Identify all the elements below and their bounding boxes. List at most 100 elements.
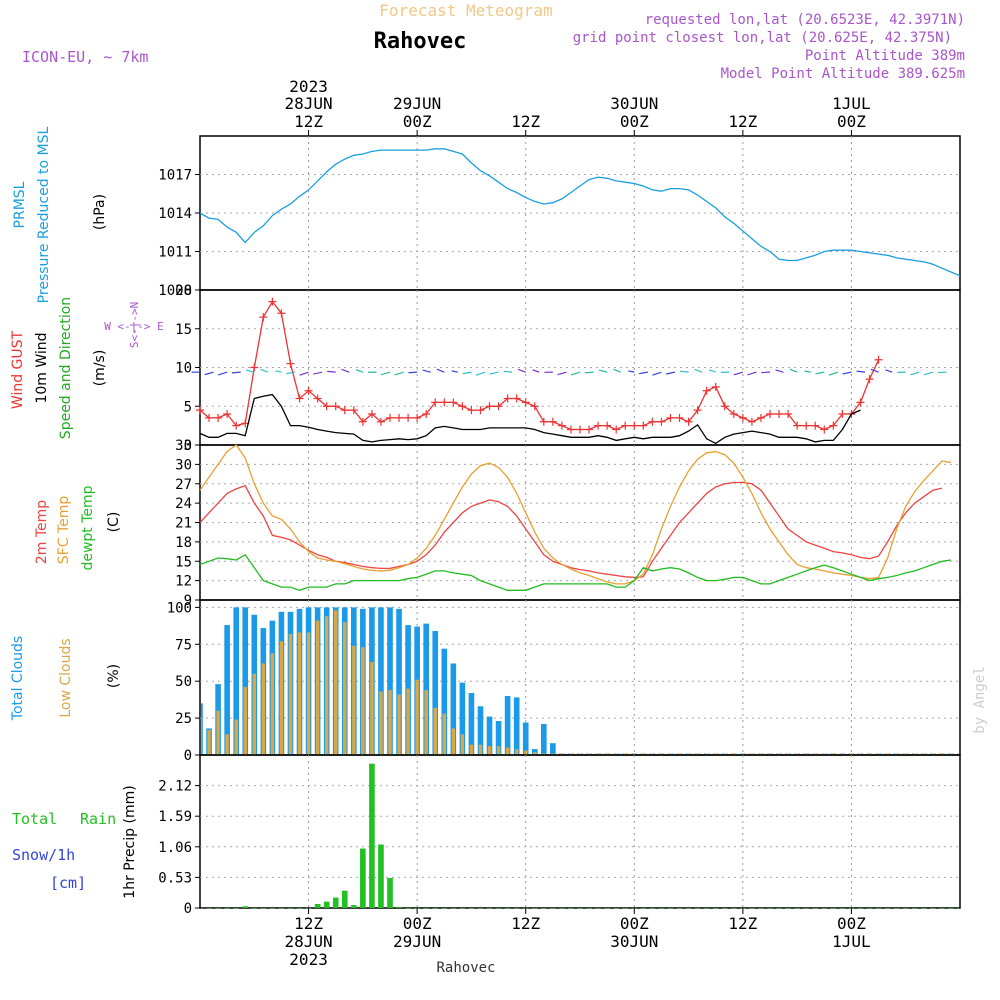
pressure-labels: PRMSL Pressure Reduced to MSL (hPa) bbox=[12, 126, 108, 303]
bar-0 bbox=[287, 908, 294, 909]
bar-0 bbox=[378, 607, 384, 755]
wind-arrow bbox=[665, 371, 676, 375]
bar-0 bbox=[206, 908, 212, 909]
wind-arrow bbox=[327, 370, 336, 373]
bottom-hour-label: 12Z bbox=[728, 914, 757, 933]
bar-1 bbox=[288, 633, 293, 755]
series-line-1 bbox=[199, 393, 861, 445]
y-tick-label: 21 bbox=[175, 516, 192, 532]
bar-0 bbox=[332, 897, 339, 908]
bar-1 bbox=[424, 690, 428, 755]
gust-marker bbox=[829, 421, 838, 430]
bar-0 bbox=[667, 908, 674, 909]
bottom-date-label: 28JUN bbox=[284, 932, 332, 951]
bar-0 bbox=[712, 908, 719, 909]
wind-arrow bbox=[708, 369, 716, 373]
y-tick-label: 30 bbox=[175, 457, 192, 473]
top-date-label: 30JUN bbox=[610, 94, 658, 113]
gust-marker bbox=[223, 410, 232, 418]
wind-arrow bbox=[815, 371, 825, 375]
bar-1 bbox=[252, 673, 257, 755]
gust-marker bbox=[367, 410, 376, 418]
bar-0 bbox=[296, 908, 303, 909]
gridpoint-coords: grid point closest lon,lat (20.625E, 42.… bbox=[573, 30, 952, 46]
gust-marker bbox=[738, 413, 747, 422]
bar-0 bbox=[821, 908, 828, 909]
compass-vertical: S<-|->N bbox=[128, 302, 141, 348]
bar-0 bbox=[260, 908, 267, 909]
bar-0 bbox=[201, 908, 203, 909]
gust-marker bbox=[250, 363, 259, 372]
bar-0 bbox=[513, 908, 520, 909]
bar-0 bbox=[559, 908, 565, 909]
bar-0 bbox=[812, 908, 819, 909]
gust-marker bbox=[729, 410, 738, 418]
gust-marker bbox=[521, 398, 530, 407]
bar-1 bbox=[234, 719, 238, 755]
gust-marker bbox=[494, 402, 503, 411]
series-line-0 bbox=[199, 300, 880, 431]
y-tick-label: 0 bbox=[184, 438, 192, 454]
wind-arrow bbox=[694, 368, 703, 373]
gust-marker bbox=[747, 417, 756, 426]
gust-marker bbox=[820, 425, 829, 434]
y-tick-label: 33 bbox=[175, 438, 192, 454]
wind-arrow bbox=[652, 371, 662, 376]
precip-axis-label: 1hr Precip (mm) bbox=[122, 785, 138, 898]
series-line-0 bbox=[199, 148, 961, 277]
bar-0 bbox=[939, 908, 945, 909]
bar-0 bbox=[884, 908, 891, 909]
wind-arrow bbox=[355, 369, 364, 373]
bar-1 bbox=[496, 746, 501, 755]
bar-0 bbox=[233, 908, 239, 909]
bar-0 bbox=[224, 625, 230, 755]
wind-speed-dir-label: Speed and Direction bbox=[58, 297, 74, 439]
bar-0 bbox=[269, 908, 276, 909]
bar-0 bbox=[251, 908, 258, 909]
wind-arrow bbox=[422, 369, 431, 373]
bar-0 bbox=[957, 908, 959, 909]
bar-0 bbox=[767, 908, 773, 909]
location-title: Rahovec bbox=[374, 29, 467, 54]
panel-0: 1008 1011 1014 1017 bbox=[158, 135, 961, 299]
gust-marker bbox=[566, 425, 575, 434]
wind-arrow bbox=[532, 369, 540, 373]
y-tick-label: 0 bbox=[184, 901, 192, 917]
bar-0 bbox=[794, 908, 800, 909]
bar-0 bbox=[360, 848, 366, 908]
top-date-label: 1JUL bbox=[832, 94, 871, 113]
wind-arrow bbox=[313, 371, 323, 375]
y-tick-label: 5 bbox=[184, 399, 192, 415]
bar-0 bbox=[658, 908, 665, 909]
top-year-label: 2023 bbox=[289, 77, 328, 96]
wind-arrow bbox=[475, 371, 486, 376]
bar-0 bbox=[387, 607, 393, 755]
top-date-label: 29JUN bbox=[393, 94, 441, 113]
wind-arrow bbox=[638, 371, 648, 375]
bar-0 bbox=[405, 908, 411, 909]
bar-0 bbox=[450, 663, 457, 755]
bar-1 bbox=[415, 679, 419, 755]
wind-10m-label: 10m Wind bbox=[34, 332, 50, 403]
bar-0 bbox=[242, 906, 249, 908]
gust-marker bbox=[793, 421, 802, 430]
bar-0 bbox=[441, 908, 448, 909]
bar-0 bbox=[396, 608, 402, 755]
gust-marker bbox=[196, 406, 204, 415]
top-hour-label: 00Z bbox=[837, 112, 866, 131]
bar-0 bbox=[341, 890, 348, 908]
y-tick-label: 15 bbox=[175, 554, 192, 570]
bar-0 bbox=[930, 908, 936, 909]
bar-0 bbox=[477, 908, 484, 909]
bar-0 bbox=[595, 908, 601, 909]
pressure-label-prmsl: PRMSL bbox=[12, 181, 28, 228]
bottom-date-label: 29JUN bbox=[393, 932, 441, 951]
bar-0 bbox=[721, 908, 728, 909]
snow-label: Snow/1h bbox=[12, 846, 75, 864]
gust-marker bbox=[576, 425, 584, 434]
bar-0 bbox=[694, 908, 701, 909]
bar-0 bbox=[351, 905, 357, 908]
gust-marker bbox=[756, 413, 765, 422]
gust-marker bbox=[557, 421, 566, 430]
